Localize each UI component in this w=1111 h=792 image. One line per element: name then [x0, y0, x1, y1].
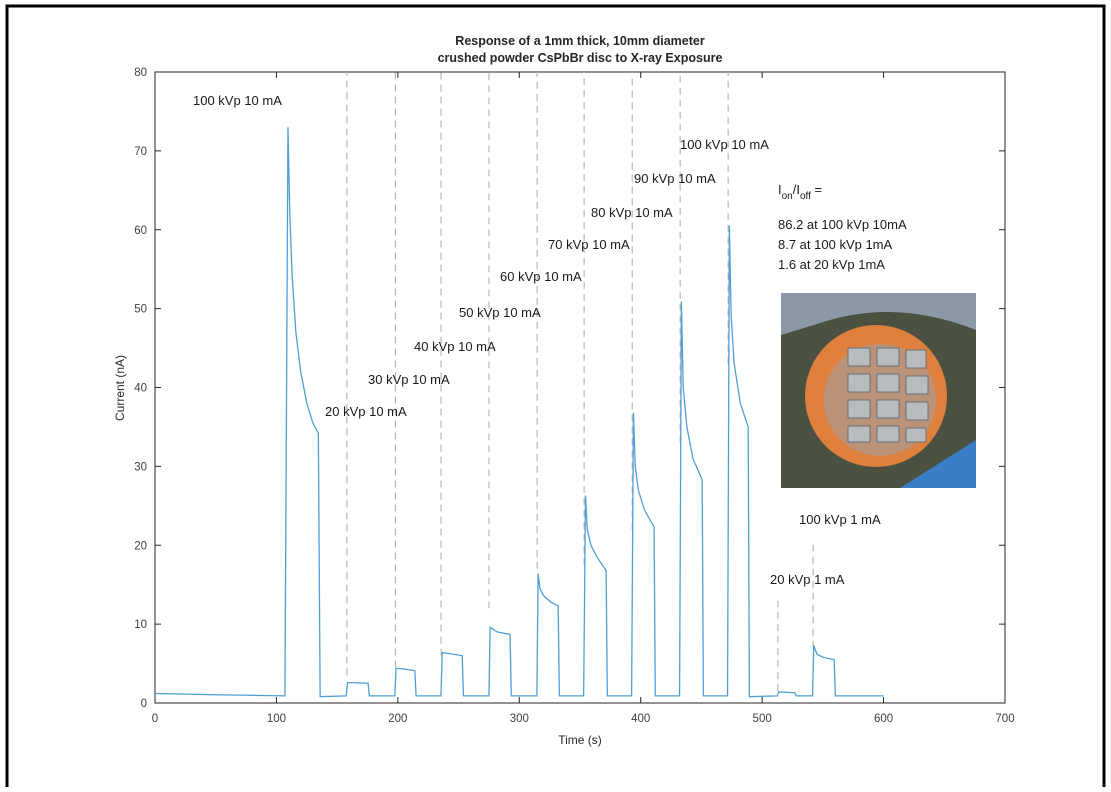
ratio-line: 8.7 at 100 kVp 1mA: [778, 237, 893, 252]
annotation: 60 kVp 10 mA: [500, 269, 582, 284]
ratio-heading-part: off: [800, 191, 811, 202]
ratio-line: 1.6 at 20 kVp 1mA: [778, 257, 885, 272]
annotation: 30 kVp 10 mA: [368, 372, 450, 387]
ratio-heading-part: /I: [793, 182, 800, 197]
annotation: 50 kVp 10 mA: [459, 305, 541, 320]
y-tick-label: 10: [134, 619, 147, 631]
x-tick-label: 400: [631, 713, 650, 725]
x-tick-label: 100: [267, 713, 286, 725]
x-tick-label: 0: [152, 713, 158, 725]
ratio-heading-part: on: [782, 191, 793, 202]
x-tick-label: 600: [874, 713, 893, 725]
y-tick-label: 70: [134, 146, 147, 158]
x-tick-label: 500: [753, 713, 772, 725]
x-tick-label: 200: [388, 713, 407, 725]
annotation: 100 kVp 1 mA: [799, 512, 881, 527]
y-tick-label: 0: [141, 698, 147, 710]
ratio-heading-part: =: [811, 182, 822, 197]
annotation: 100 kVp 10 mA: [193, 93, 282, 108]
annotation: 20 kVp 1 mA: [770, 572, 845, 587]
annotation: 70 kVp 10 mA: [548, 237, 630, 252]
annotation: 90 kVp 10 mA: [634, 171, 716, 186]
y-tick-label: 40: [134, 383, 147, 395]
annotation: 80 kVp 10 mA: [591, 205, 673, 220]
annotation: 100 kVp 10 mA: [680, 137, 769, 152]
y-tick-label: 50: [134, 304, 147, 316]
ratio-line: 86.2 at 100 kVp 10mA: [778, 217, 907, 232]
y-tick-label: 30: [134, 461, 147, 473]
y-tick-label: 80: [134, 67, 147, 79]
chart-title: Response of a 1mm thick, 10mm diameter: [455, 34, 705, 48]
annotation: 40 kVp 10 mA: [414, 339, 496, 354]
annotation: 20 kVp 10 mA: [325, 404, 407, 419]
y-tick-label: 60: [134, 225, 147, 237]
x-tick-label: 300: [510, 713, 529, 725]
y-tick-label: 20: [134, 540, 147, 552]
x-axis-label: Time (s): [558, 733, 602, 747]
chart-title: crushed powder CsPbBr disc to X-ray Expo…: [438, 51, 723, 65]
x-tick-label: 700: [995, 713, 1014, 725]
y-axis-label: Current (nA): [113, 355, 127, 421]
chart: Response of a 1mm thick, 10mm diameter c…: [0, 0, 1111, 787]
photo-inset: [781, 293, 976, 488]
